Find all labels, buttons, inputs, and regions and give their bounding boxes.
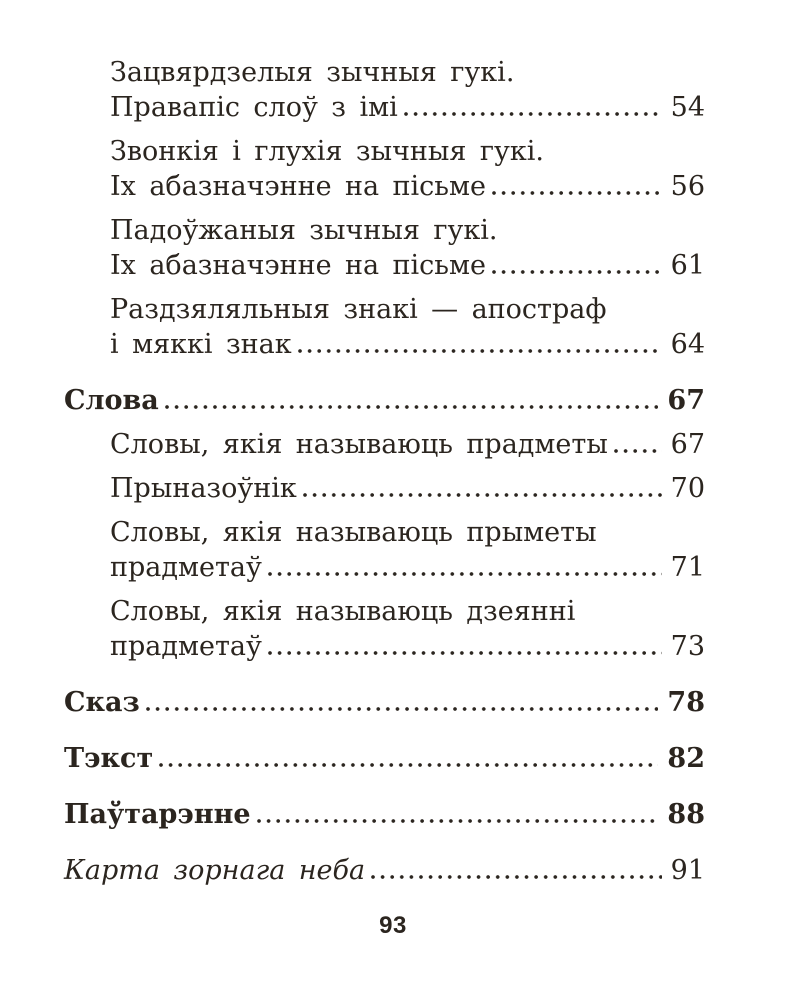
toc-entry-label: прадметаў — [110, 552, 262, 583]
toc-entry-label: Словы, якія называюць прыметы — [110, 517, 597, 548]
toc-line: Іх абазначэнне на пісьме 56 — [110, 169, 705, 204]
toc-page-number: 78 — [667, 687, 705, 718]
dot-leader — [491, 270, 662, 274]
table-of-contents: Зацвярдзелыя зычныя гукі. Правапіс слоў з… — [64, 55, 705, 888]
toc-line: Сказ 78 — [64, 685, 705, 720]
toc-line: Іх абазначэнне на пісьме 61 — [110, 248, 705, 283]
toc-entry-label: Правапіс слоў з імі — [110, 92, 398, 123]
toc-line: прадметаў 71 — [110, 550, 705, 585]
toc-page-number: 70 — [670, 473, 705, 504]
toc-page-number: 64 — [670, 329, 705, 360]
toc-entry-label: Сказ — [64, 687, 140, 718]
toc-entry-label: Прыназоўнік — [110, 473, 297, 504]
toc-entry: Сказ 78 — [64, 685, 705, 720]
toc-entry: Словы, якія называюць дзеянні прадметаў 73 — [110, 594, 705, 664]
toc-page-number: 56 — [670, 171, 705, 202]
toc-entry-label: Зацвярдзелыя зычныя гукі. — [110, 57, 515, 88]
toc-line: Правапіс слоў з імі 54 — [110, 90, 705, 125]
toc-entry-label: Тэкст — [64, 743, 154, 774]
toc-entry-label: Слова — [64, 385, 159, 416]
toc-line: Тэкст 82 — [64, 741, 705, 776]
dot-leader — [256, 819, 659, 823]
toc-entry: Паўтарэнне 88 — [64, 797, 705, 832]
toc-page-number: 73 — [670, 631, 705, 662]
toc-line: Зацвярдзелыя зычныя гукі. — [110, 55, 705, 90]
toc-line: прадметаў 73 — [110, 629, 705, 664]
dot-leader — [371, 875, 662, 879]
toc-entry: Карта зорнага неба 91 — [64, 853, 705, 888]
toc-page-number: 91 — [670, 855, 705, 886]
toc-entry-label: Словы, якія называюць прадметы — [110, 429, 608, 460]
toc-line: Карта зорнага неба 91 — [64, 853, 705, 888]
dot-leader — [267, 651, 662, 655]
toc-entry-label: Звонкія і глухія зычныя гукі. — [110, 136, 545, 167]
toc-line: Падоўжаныя зычныя гукі. — [110, 213, 705, 248]
toc-entry: Тэкст 82 — [64, 741, 705, 776]
dot-leader — [297, 349, 662, 353]
toc-line: Словы, якія называюць дзеянні — [110, 594, 705, 629]
toc-line: Прыназоўнік 70 — [110, 471, 705, 506]
toc-page-number: 54 — [670, 92, 705, 123]
toc-line: Слова 67 — [64, 383, 705, 418]
toc-page-number: 67 — [670, 429, 705, 460]
toc-entry-label: Раздзяляльныя знакі — апостраф — [110, 294, 607, 325]
dot-leader — [613, 449, 662, 453]
toc-line: Звонкія і глухія зычныя гукі. — [110, 134, 705, 169]
toc-entry: Прыназоўнік 70 — [110, 471, 705, 506]
toc-entry-label: Падоўжаныя зычныя гукі. — [110, 215, 498, 246]
toc-entry-label: Карта зорнага неба — [64, 855, 366, 886]
toc-line: Паўтарэнне 88 — [64, 797, 705, 832]
toc-entry: Словы, якія называюць прыметы прадметаў 71 — [110, 515, 705, 585]
dot-leader — [145, 707, 659, 711]
dot-leader — [491, 191, 662, 195]
toc-entry: Звонкія і глухія зычныя гукі. Іх абазначэ… — [110, 134, 705, 204]
toc-entry: Раздзяляльныя знакі — апостраф і мяккі зн… — [110, 292, 705, 362]
toc-entry: Зацвярдзелыя зычныя гукі. Правапіс слоў з… — [110, 55, 705, 125]
toc-page-number: 67 — [667, 385, 705, 416]
toc-entry-label: прадметаў — [110, 631, 262, 662]
toc-entry-label: Словы, якія называюць дзеянні — [110, 596, 576, 627]
toc-page-number: 71 — [670, 552, 705, 583]
dot-leader — [164, 405, 659, 409]
toc-entry: Словы, якія называюць прадметы 67 — [110, 427, 705, 462]
dot-leader — [159, 763, 659, 767]
toc-entry-label: Іх абазначэнне на пісьме — [110, 171, 486, 202]
toc-line: і мяккі знак 64 — [110, 327, 705, 362]
toc-entry-label: і мяккі знак — [110, 329, 292, 360]
dot-leader — [267, 572, 662, 576]
toc-line: Словы, якія называюць прадметы 67 — [110, 427, 705, 462]
toc-line: Раздзяляльныя знакі — апостраф — [110, 292, 705, 327]
toc-page-number: 82 — [667, 743, 705, 774]
dot-leader — [302, 493, 662, 497]
toc-entry: Падоўжаныя зычныя гукі. Іх абазначэнне на… — [110, 213, 705, 283]
toc-line: Словы, якія называюць прыметы — [110, 515, 705, 550]
dot-leader — [403, 112, 662, 116]
toc-page-number: 61 — [670, 250, 705, 281]
toc-entry-label: Паўтарэнне — [64, 799, 251, 830]
toc-entry-label: Іх абазначэнне на пісьме — [110, 250, 486, 281]
toc-entry: Слова 67 — [64, 383, 705, 418]
folio-page-number: 93 — [379, 912, 407, 939]
toc-page-number: 88 — [667, 799, 705, 830]
